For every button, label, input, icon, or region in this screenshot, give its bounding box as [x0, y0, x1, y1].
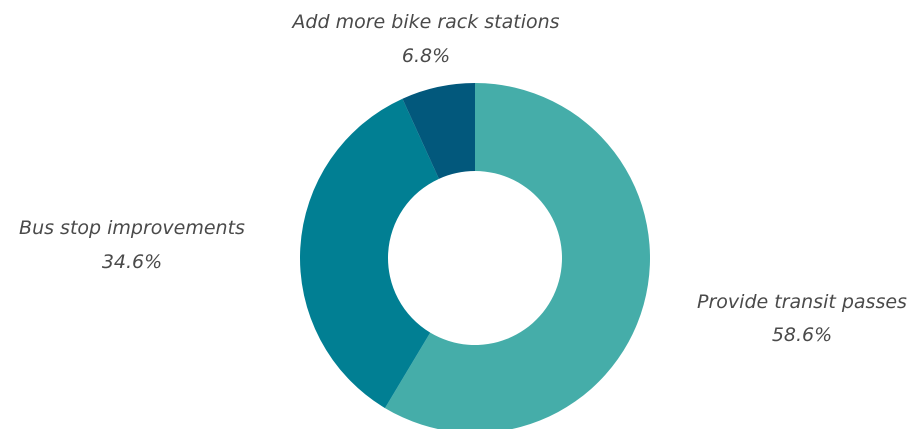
donut-slice: [299, 98, 439, 409]
slice-value-label: 6.8%: [402, 45, 450, 67]
donut-slice: [402, 83, 475, 179]
donut-slices: [299, 83, 650, 429]
slice-labels: Provide transit passes 58.6% Bus stop impr…: [19, 11, 907, 346]
slice-category-label: Provide transit passes: [697, 291, 907, 313]
donut-slice: [384, 83, 650, 429]
slice-value-label: 58.6%: [772, 324, 832, 346]
slice-category-label: Bus stop improvements: [19, 217, 245, 239]
slice-category-label: Add more bike rack stations: [290, 11, 559, 33]
slice-value-label: 34.6%: [102, 251, 162, 273]
